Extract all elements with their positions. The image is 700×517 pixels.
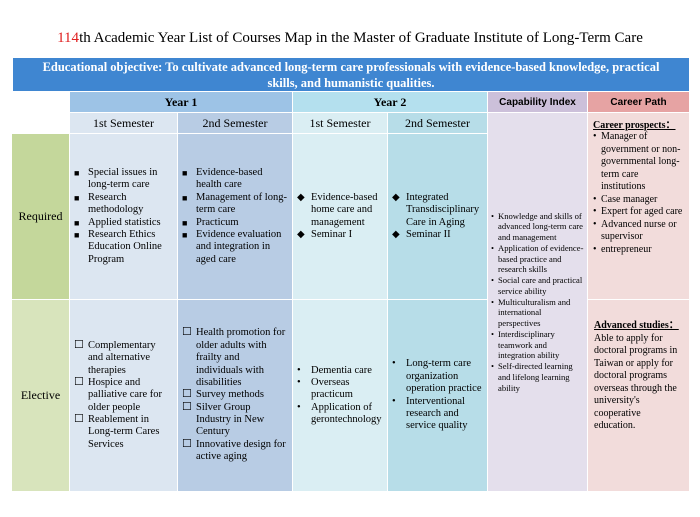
course-list: Health promotion for older adults with f… — [182, 326, 288, 464]
advanced-cell: Advanced studies： Able to apply for docto… — [588, 300, 690, 492]
semester-header: 2nd Semester — [178, 113, 293, 134]
course-cell: Health promotion for older adults with f… — [178, 300, 293, 492]
course-list: Long-term care organization operation pr… — [392, 358, 483, 432]
course-list: Evidence-based health careManagement of … — [182, 167, 288, 266]
course: Management of long-term care — [182, 192, 288, 217]
career-item: Expert for aged care — [593, 206, 684, 219]
title-number: 114 — [57, 30, 80, 46]
capability-cell: Knowledge and skills of advanced long-te… — [488, 113, 588, 492]
course: Practicum — [182, 217, 288, 229]
course: Hospice and palliative care for older pe… — [74, 376, 173, 414]
row-label: Elective — [12, 300, 70, 492]
capability-item: Social care and practical service abilit… — [491, 275, 584, 296]
course: Reablement in Long-term Cares Services — [74, 413, 173, 451]
title-text: th Academic Year List of Courses Map in … — [79, 30, 643, 46]
capability-list: Knowledge and skills of advanced long-te… — [491, 211, 584, 393]
career-cell: Career prospects：Manager of government o… — [588, 113, 690, 300]
capability-item: Knowledge and skills of advanced long-te… — [491, 211, 584, 243]
capability-item: Self-directed learning and lifelong lear… — [491, 361, 584, 393]
advanced-heading: Advanced studies： — [594, 320, 679, 331]
course: Long-term care organization operation pr… — [392, 358, 483, 395]
capability-item: Multiculturalism and international persp… — [491, 297, 584, 329]
course-cell: Dementia careOverseas practicumApplicati… — [293, 300, 388, 492]
course-list: Dementia careOverseas practicumApplicati… — [297, 365, 383, 427]
course: Research Ethics Education Online Program — [74, 229, 173, 266]
career-item: Advanced nurse or supervisor — [593, 219, 684, 244]
title: 114th Academic Year List of Courses Map … — [0, 30, 700, 47]
course: Interventional research and service qual… — [392, 396, 483, 433]
career-list: Manager of government or non-governmenta… — [593, 131, 684, 256]
course-list: Evidence-based home care and managementS… — [297, 192, 383, 242]
year2-header: Year 2 — [293, 92, 488, 113]
row-label: Required — [12, 134, 70, 300]
career-item: Manager of government or non-governmenta… — [593, 131, 684, 194]
course: Evidence evaluation and integration in a… — [182, 229, 288, 266]
capability-item: Interdisciplinary teamwork and integrati… — [491, 329, 584, 361]
career-heading: Career prospects： — [593, 120, 676, 131]
course: Innovative design for active aging — [182, 438, 288, 464]
course: Evidence-based home care and management — [297, 192, 383, 229]
course: Dementia care — [297, 365, 383, 378]
advanced-text: Able to apply for doctoral programs in T… — [594, 332, 678, 432]
course-cell: Evidence-based home care and managementS… — [293, 134, 388, 300]
course: Research methodology — [74, 192, 173, 217]
course-cell: Complementary and alternative therapiesH… — [70, 300, 178, 492]
semester-header: 2nd Semester — [388, 113, 488, 134]
course: Overseas practicum — [297, 377, 383, 402]
course-cell: Special issues in long-term careResearch… — [70, 134, 178, 300]
career-item: entrepreneur — [593, 244, 684, 257]
course: Health promotion for older adults with f… — [182, 326, 288, 389]
course-list: Special issues in long-term careResearch… — [74, 167, 173, 266]
course-list: Integrated Transdisciplinary Care in Agi… — [392, 192, 483, 242]
semester-header: 1st Semester — [293, 113, 388, 134]
capability-header: Capability Index — [488, 92, 588, 113]
course: Special issues in long-term care — [74, 167, 173, 192]
course-list: Complementary and alternative therapiesH… — [74, 339, 173, 451]
course: Survey methods — [182, 388, 288, 401]
course: Seminar I — [297, 229, 383, 241]
capability-item: Application of evidence-based practice a… — [491, 243, 584, 275]
year1-header: Year 1 — [70, 92, 293, 113]
career-header: Career Path — [588, 92, 690, 113]
course-cell: Long-term care organization operation pr… — [388, 300, 488, 492]
course: Seminar II — [392, 229, 483, 241]
course: Applied statistics — [74, 217, 173, 229]
semester-header: 1st Semester — [70, 113, 178, 134]
course: Evidence-based health care — [182, 167, 288, 192]
course-cell: Evidence-based health careManagement of … — [178, 134, 293, 300]
course: Complementary and alternative therapies — [74, 339, 173, 377]
course: Silver Group Industry in New Century — [182, 401, 288, 439]
career-item: Case manager — [593, 194, 684, 207]
course: Integrated Transdisciplinary Care in Agi… — [392, 192, 483, 229]
course-cell: Integrated Transdisciplinary Care in Agi… — [388, 134, 488, 300]
objective: Educational objective: To cultivate adva… — [12, 57, 690, 92]
course: Application of gerontechnology — [297, 402, 383, 427]
